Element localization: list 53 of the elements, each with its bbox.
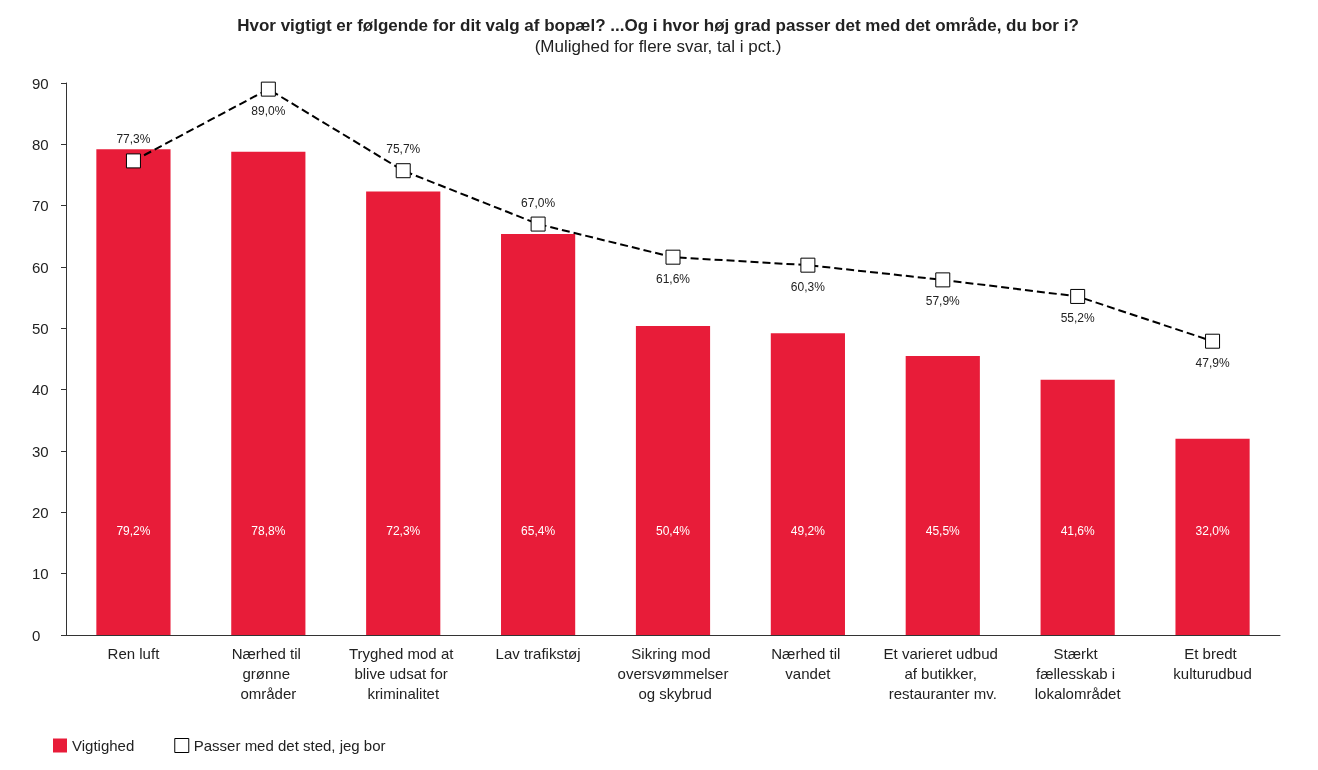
legend-label: Passer med det sted, jeg bor	[193, 737, 386, 754]
y-tick-label: 50	[32, 319, 49, 337]
x-tick-label: Et varieret udbud af butikker, restauranter mv.	[883, 644, 1002, 702]
y-tick-label: 60	[32, 258, 49, 276]
x-tick-label: Sikring mod oversvømmelser og skybrud	[617, 644, 729, 702]
data-label: 78,8%	[251, 524, 286, 538]
bar	[1175, 438, 1250, 635]
data-label: 32,0%	[1195, 524, 1230, 538]
data-label: 67,0%	[521, 195, 556, 210]
y-tick-label: 40	[32, 381, 49, 399]
y-tick-label: 10	[32, 565, 49, 583]
data-label: 55,2%	[1060, 310, 1096, 325]
x-tick-label: Stærkt fællesskab i lokalområdet	[1034, 644, 1122, 702]
x-tick-label: Et bredt kulturudbud	[1173, 644, 1252, 682]
legend-label: Vigtighed	[72, 737, 135, 754]
bar	[1040, 379, 1115, 635]
data-label: 45,5%	[925, 524, 961, 538]
bar	[905, 355, 980, 635]
point	[395, 163, 411, 179]
x-tick-label: Tryghed mod at blive udsat for kriminalitet	[348, 644, 458, 702]
bar	[501, 233, 576, 635]
y-tick-label: 30	[32, 442, 49, 460]
data-label: 60,3%	[790, 279, 826, 294]
data-label: 72,3%	[386, 524, 421, 538]
x-tick-label: Lav trafikstøj	[495, 644, 581, 662]
point	[260, 81, 276, 97]
data-label: 65,4%	[521, 524, 556, 538]
x-tick-label: Nærhed til vandet	[771, 644, 845, 682]
point	[125, 153, 141, 169]
bar	[96, 149, 171, 635]
bar	[231, 151, 306, 635]
y-tick-label: 70	[32, 197, 49, 215]
data-label: 47,9%	[1195, 355, 1230, 370]
bar	[770, 333, 845, 635]
data-label: 79,2%	[116, 524, 151, 538]
chart-subtitle: (Mulighed for flere svar, tal i pct.)	[534, 37, 782, 56]
y-tick-label: 80	[32, 135, 49, 153]
data-label: 50,4%	[655, 524, 691, 538]
bar	[635, 325, 711, 635]
chart-title: Hvor vigtigt er følgende for dit valg af bopæl? ...Og i hvor høj grad passer det med det område, du bor i?	[237, 16, 1079, 35]
data-label: 49,2%	[790, 524, 826, 538]
data-label: 89,0%	[251, 103, 286, 118]
data-label: 75,7%	[386, 142, 421, 157]
x-tick-label: Ren luft	[107, 644, 161, 662]
data-label: 41,6%	[1060, 524, 1096, 538]
x-tick-label: Nærhed til grønne områder	[231, 644, 306, 702]
data-label: 61,6%	[655, 271, 691, 286]
data-label: 57,9%	[925, 294, 961, 309]
y-tick-label: 20	[32, 503, 49, 521]
data-label: 77,3%	[116, 132, 151, 147]
y-tick-label: 90	[32, 74, 49, 92]
bar	[366, 191, 441, 635]
y-tick-label: 0	[32, 626, 41, 644]
